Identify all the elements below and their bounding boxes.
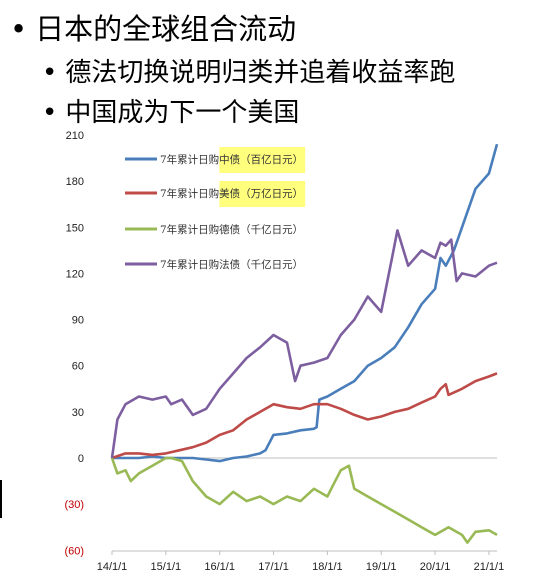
x-tick-label: 20/1/1: [420, 561, 451, 573]
bullet-dot: •: [42, 58, 58, 88]
series-line-2: [111, 372, 498, 460]
y-tick-label: 60: [72, 361, 84, 373]
x-tick-label: 17/1/1: [258, 561, 289, 573]
y-tick-label: (60): [64, 545, 84, 557]
y-tick-label: 180: [66, 176, 84, 188]
series-line-1: [112, 143, 499, 463]
bullet-item-global-flows: • 日本的全球组合流动: [10, 6, 296, 48]
x-tick-label: 19/1/1: [366, 561, 397, 573]
legend-label: 7年累计日购中债（百亿日元）: [160, 153, 303, 166]
series-line-3: [110, 456, 498, 544]
bullet-item-china-next-us: • 中国成为下一个美国: [42, 92, 299, 129]
x-tick-label: 16/1/1: [204, 561, 235, 573]
x-tick-label: 21/1/1: [474, 561, 505, 573]
chart-axes: 210 180 150 120 90 60 30 0 (30) (60) 14/1/1 15/1/1 1…: [64, 130, 504, 573]
chart-series-lines: [110, 143, 499, 544]
bullet-text: 中国成为下一个美国: [65, 98, 300, 128]
bullet-text: 日本的全球组合流动: [35, 12, 297, 46]
legend-label: 7年累计日购德债（千亿日元）: [160, 223, 303, 236]
legend-highlight: [219, 147, 306, 173]
y-tick-label: 210: [66, 130, 84, 142]
x-tick-label: 14/1/1: [97, 561, 128, 573]
bullet-text: 德法切换说明归类并追着收益率跑: [65, 58, 456, 88]
slide-edge-mark: [0, 480, 2, 518]
y-tick-label: 150: [66, 222, 84, 234]
legend-highlight: [219, 181, 306, 207]
legend-label: 7年累计日购美债（万亿日元）: [160, 187, 303, 200]
x-tick-label: 15/1/1: [151, 561, 182, 573]
y-tick-label: 0: [78, 453, 84, 465]
bullet-dot: •: [42, 98, 58, 128]
bullet-dot: •: [10, 12, 28, 46]
bullet-item-de-fr-switch: • 德法切换说明归类并追着收益率跑: [42, 52, 455, 89]
chart-legend: 7年累计日购中债（百亿日元） 7年累计日购美债（万亿日元） 7年累计日购德债（千亿日…: [125, 147, 306, 271]
legend-label: 7年累计日购法债（千亿日元）: [160, 258, 303, 271]
y-tick-label: 90: [72, 315, 84, 327]
series-line-4: [110, 229, 498, 459]
y-tick-label: 30: [72, 407, 84, 419]
x-tick-label: 18/1/1: [312, 561, 343, 573]
y-tick-label: (30): [64, 499, 84, 511]
y-tick-label: 120: [66, 268, 84, 280]
